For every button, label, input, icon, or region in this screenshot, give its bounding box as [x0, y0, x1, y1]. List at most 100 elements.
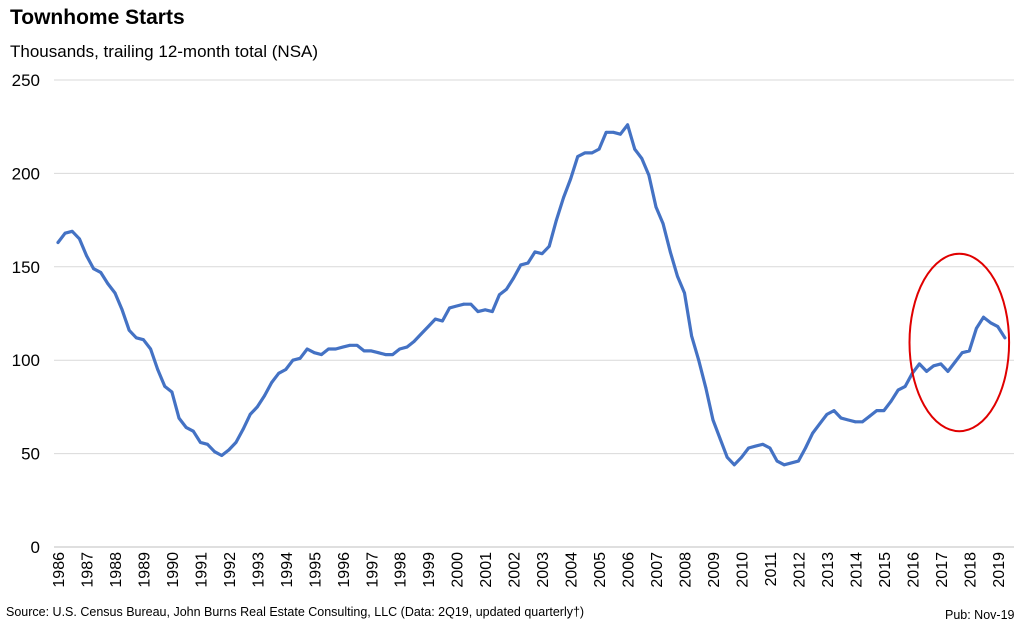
data-point	[597, 147, 601, 151]
x-tick-label: 1987	[79, 552, 96, 588]
x-tick-label: 1991	[193, 552, 210, 588]
x-axis-tick-labels: 1986 1987 1988 1989 1990 1991 1992 1993 1994 1995…	[51, 552, 1008, 588]
data-point	[184, 426, 188, 429]
data-point	[355, 343, 359, 347]
data-point	[533, 250, 537, 254]
data-point	[412, 340, 416, 343]
y-axis-tick-labels: 0 50 100 150 200 250	[12, 71, 40, 557]
data-point	[99, 271, 103, 274]
x-tick-label: 2012	[791, 552, 808, 588]
data-point	[433, 317, 437, 321]
data-point	[191, 429, 195, 433]
y-tick-label: 50	[21, 445, 40, 464]
data-point	[263, 394, 266, 398]
data-point	[626, 123, 629, 127]
data-point	[270, 381, 273, 384]
data-point	[590, 151, 594, 155]
x-tick-label: 2007	[649, 552, 666, 588]
data-point	[220, 454, 224, 457]
x-tick-label: 1998	[393, 552, 410, 588]
data-point	[85, 254, 88, 257]
x-tick-label: 1986	[51, 552, 68, 588]
chart-subtitle: Thousands, trailing 12-month total (NSA)	[10, 42, 319, 61]
data-point	[56, 241, 60, 244]
gridlines	[54, 79, 1014, 548]
data-point	[982, 315, 985, 319]
data-point	[861, 420, 864, 424]
x-tick-label: 2015	[877, 552, 894, 588]
data-point	[498, 293, 501, 297]
x-tick-label: 1996	[336, 552, 353, 588]
x-tick-label: 2014	[848, 552, 865, 588]
x-tick-label: 2018	[962, 552, 979, 588]
data-point	[953, 360, 957, 364]
data-point	[782, 463, 786, 467]
x-tick-label: 2002	[507, 552, 524, 588]
data-point	[547, 244, 551, 248]
data-point	[740, 455, 743, 459]
data-point	[839, 416, 843, 420]
x-tick-label: 1995	[307, 552, 324, 588]
data-point	[234, 441, 238, 444]
data-point	[377, 351, 380, 355]
data-point	[134, 336, 138, 340]
x-tick-label: 2011	[763, 552, 780, 587]
data-point	[63, 231, 67, 235]
data-point	[526, 261, 530, 265]
data-point	[519, 263, 523, 267]
series-line	[56, 123, 1007, 467]
data-point	[462, 302, 466, 306]
data-point	[797, 459, 800, 463]
data-point	[327, 347, 330, 351]
data-point	[647, 173, 651, 177]
data-point	[241, 427, 245, 431]
data-point	[426, 325, 430, 328]
data-point	[277, 371, 281, 375]
data-point	[369, 349, 373, 353]
data-point	[170, 390, 174, 394]
x-tick-label: 2009	[706, 552, 723, 588]
data-point	[120, 308, 124, 312]
data-point	[555, 218, 558, 222]
data-point	[213, 450, 217, 454]
x-tick-label: 1992	[222, 552, 239, 588]
source-note: Source: U.S. Census Bureau, John Burns R…	[6, 605, 585, 619]
data-point	[512, 276, 515, 280]
data-point	[683, 291, 686, 295]
data-point	[348, 343, 352, 347]
data-point	[448, 306, 451, 310]
data-point	[718, 437, 722, 441]
data-point	[70, 229, 74, 233]
x-tick-label: 2004	[564, 552, 581, 588]
data-point	[149, 347, 153, 351]
data-point	[882, 409, 886, 412]
x-tick-label: 2005	[592, 552, 609, 588]
data-point	[989, 321, 992, 325]
x-tick-label: 1990	[165, 552, 182, 588]
data-point	[854, 420, 857, 424]
data-point	[818, 422, 822, 426]
data-point	[113, 291, 117, 295]
data-point	[704, 386, 708, 390]
data-point	[619, 132, 622, 136]
x-tick-label: 2017	[934, 552, 951, 588]
data-point	[889, 399, 893, 403]
data-point	[476, 310, 480, 313]
data-point	[960, 351, 964, 355]
data-point	[725, 455, 729, 459]
data-point	[576, 155, 580, 159]
data-point	[312, 351, 316, 355]
x-tick-label: 2000	[450, 552, 467, 588]
data-point	[768, 446, 772, 450]
data-point	[441, 319, 444, 323]
x-tick-label: 2010	[734, 552, 751, 588]
data-point	[92, 267, 95, 271]
data-point	[868, 414, 871, 418]
annotation-layer	[908, 252, 1011, 433]
data-point	[199, 441, 202, 444]
publication-date: Pub: Nov-19	[945, 608, 1015, 622]
data-point	[419, 332, 423, 336]
y-tick-label: 150	[12, 258, 40, 277]
data-point	[334, 347, 338, 351]
x-tick-label: 1988	[108, 552, 125, 588]
